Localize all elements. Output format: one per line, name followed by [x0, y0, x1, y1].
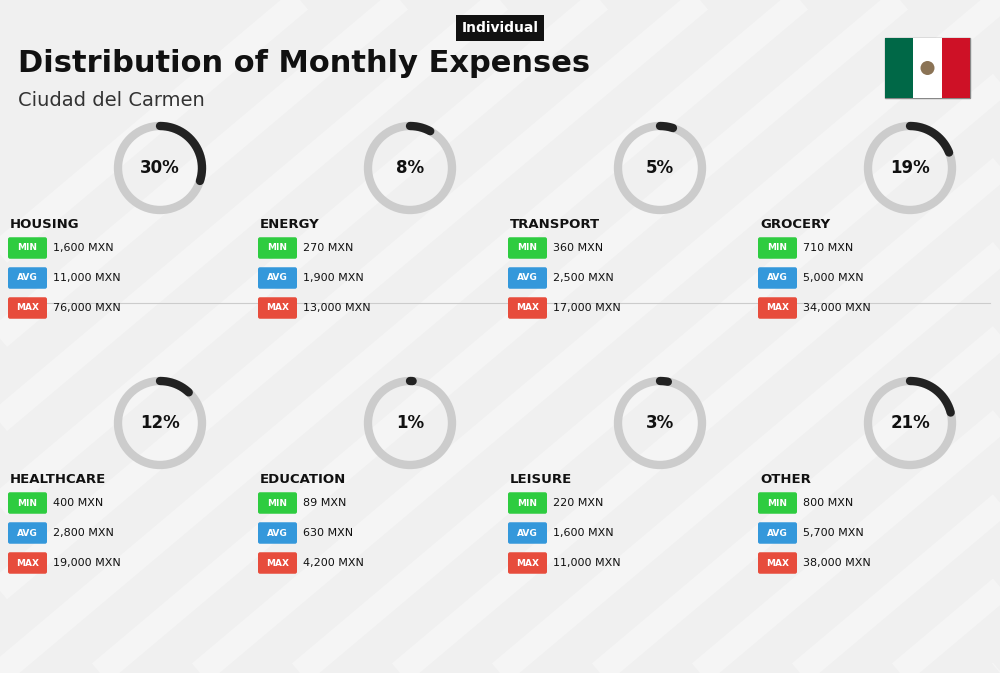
- Text: HEALTHCARE: HEALTHCARE: [10, 473, 106, 486]
- Text: 11,000 MXN: 11,000 MXN: [53, 273, 121, 283]
- Text: MIN: MIN: [267, 244, 287, 252]
- FancyBboxPatch shape: [758, 492, 797, 513]
- Text: 630 MXN: 630 MXN: [303, 528, 353, 538]
- Text: 1,900 MXN: 1,900 MXN: [303, 273, 364, 283]
- FancyBboxPatch shape: [8, 522, 47, 544]
- Text: AVG: AVG: [767, 528, 788, 538]
- FancyBboxPatch shape: [258, 267, 297, 289]
- FancyBboxPatch shape: [758, 238, 797, 258]
- FancyBboxPatch shape: [758, 553, 797, 574]
- Text: 30%: 30%: [140, 159, 180, 177]
- Text: MIN: MIN: [768, 499, 788, 507]
- Text: 800 MXN: 800 MXN: [803, 498, 853, 508]
- Text: 3%: 3%: [646, 414, 674, 432]
- Text: 12%: 12%: [140, 414, 180, 432]
- Text: 360 MXN: 360 MXN: [553, 243, 603, 253]
- Text: MAX: MAX: [16, 304, 39, 312]
- Text: MAX: MAX: [266, 559, 289, 567]
- Bar: [913, 38, 942, 98]
- FancyBboxPatch shape: [508, 267, 547, 289]
- Text: Ciudad del Carmen: Ciudad del Carmen: [18, 92, 205, 110]
- FancyBboxPatch shape: [508, 492, 547, 513]
- FancyBboxPatch shape: [508, 553, 547, 574]
- Bar: [942, 38, 970, 98]
- Text: 710 MXN: 710 MXN: [803, 243, 853, 253]
- Text: 17,000 MXN: 17,000 MXN: [553, 303, 621, 313]
- FancyBboxPatch shape: [8, 267, 47, 289]
- Text: 1,600 MXN: 1,600 MXN: [553, 528, 614, 538]
- FancyBboxPatch shape: [508, 238, 547, 258]
- Text: MAX: MAX: [16, 559, 39, 567]
- Text: HOUSING: HOUSING: [10, 218, 80, 231]
- Text: 2,800 MXN: 2,800 MXN: [53, 528, 114, 538]
- Text: MIN: MIN: [518, 499, 538, 507]
- Text: 5,700 MXN: 5,700 MXN: [803, 528, 864, 538]
- FancyBboxPatch shape: [258, 238, 297, 258]
- Text: MAX: MAX: [766, 304, 789, 312]
- Text: AVG: AVG: [267, 528, 288, 538]
- Text: MIN: MIN: [18, 499, 38, 507]
- Text: 400 MXN: 400 MXN: [53, 498, 103, 508]
- Text: 21%: 21%: [890, 414, 930, 432]
- Text: ENERGY: ENERGY: [260, 218, 320, 231]
- Text: MIN: MIN: [18, 244, 38, 252]
- FancyBboxPatch shape: [258, 492, 297, 513]
- Text: 13,000 MXN: 13,000 MXN: [303, 303, 371, 313]
- Text: MIN: MIN: [518, 244, 538, 252]
- Text: 89 MXN: 89 MXN: [303, 498, 346, 508]
- FancyBboxPatch shape: [758, 297, 797, 319]
- Text: 76,000 MXN: 76,000 MXN: [53, 303, 121, 313]
- FancyBboxPatch shape: [758, 522, 797, 544]
- Text: 5,000 MXN: 5,000 MXN: [803, 273, 864, 283]
- Text: MIN: MIN: [768, 244, 788, 252]
- Text: 19%: 19%: [890, 159, 930, 177]
- Text: AVG: AVG: [517, 528, 538, 538]
- Text: 220 MXN: 220 MXN: [553, 498, 603, 508]
- Text: Distribution of Monthly Expenses: Distribution of Monthly Expenses: [18, 48, 590, 77]
- Text: LEISURE: LEISURE: [510, 473, 572, 486]
- Text: EDUCATION: EDUCATION: [260, 473, 346, 486]
- Text: MAX: MAX: [266, 304, 289, 312]
- FancyBboxPatch shape: [508, 522, 547, 544]
- Text: 270 MXN: 270 MXN: [303, 243, 353, 253]
- Text: AVG: AVG: [517, 273, 538, 283]
- Text: 8%: 8%: [396, 159, 424, 177]
- Bar: [885, 38, 913, 98]
- Text: OTHER: OTHER: [760, 473, 811, 486]
- Text: Individual: Individual: [462, 21, 538, 35]
- Text: TRANSPORT: TRANSPORT: [510, 218, 600, 231]
- FancyBboxPatch shape: [258, 297, 297, 319]
- FancyBboxPatch shape: [758, 267, 797, 289]
- Text: MAX: MAX: [766, 559, 789, 567]
- Text: AVG: AVG: [267, 273, 288, 283]
- Text: 5%: 5%: [646, 159, 674, 177]
- Text: AVG: AVG: [17, 273, 38, 283]
- Text: MAX: MAX: [516, 559, 539, 567]
- Text: 34,000 MXN: 34,000 MXN: [803, 303, 871, 313]
- Text: MAX: MAX: [516, 304, 539, 312]
- FancyBboxPatch shape: [258, 553, 297, 574]
- FancyBboxPatch shape: [8, 238, 47, 258]
- FancyBboxPatch shape: [258, 522, 297, 544]
- FancyBboxPatch shape: [508, 297, 547, 319]
- Text: MIN: MIN: [267, 499, 287, 507]
- Text: 1,600 MXN: 1,600 MXN: [53, 243, 114, 253]
- Text: 4,200 MXN: 4,200 MXN: [303, 558, 364, 568]
- Circle shape: [920, 61, 934, 75]
- Text: AVG: AVG: [767, 273, 788, 283]
- Text: 11,000 MXN: 11,000 MXN: [553, 558, 621, 568]
- Text: AVG: AVG: [17, 528, 38, 538]
- Text: GROCERY: GROCERY: [760, 218, 830, 231]
- Text: 2,500 MXN: 2,500 MXN: [553, 273, 614, 283]
- FancyBboxPatch shape: [8, 297, 47, 319]
- FancyBboxPatch shape: [8, 553, 47, 574]
- Text: 19,000 MXN: 19,000 MXN: [53, 558, 121, 568]
- Text: 38,000 MXN: 38,000 MXN: [803, 558, 871, 568]
- FancyBboxPatch shape: [8, 492, 47, 513]
- Text: 1%: 1%: [396, 414, 424, 432]
